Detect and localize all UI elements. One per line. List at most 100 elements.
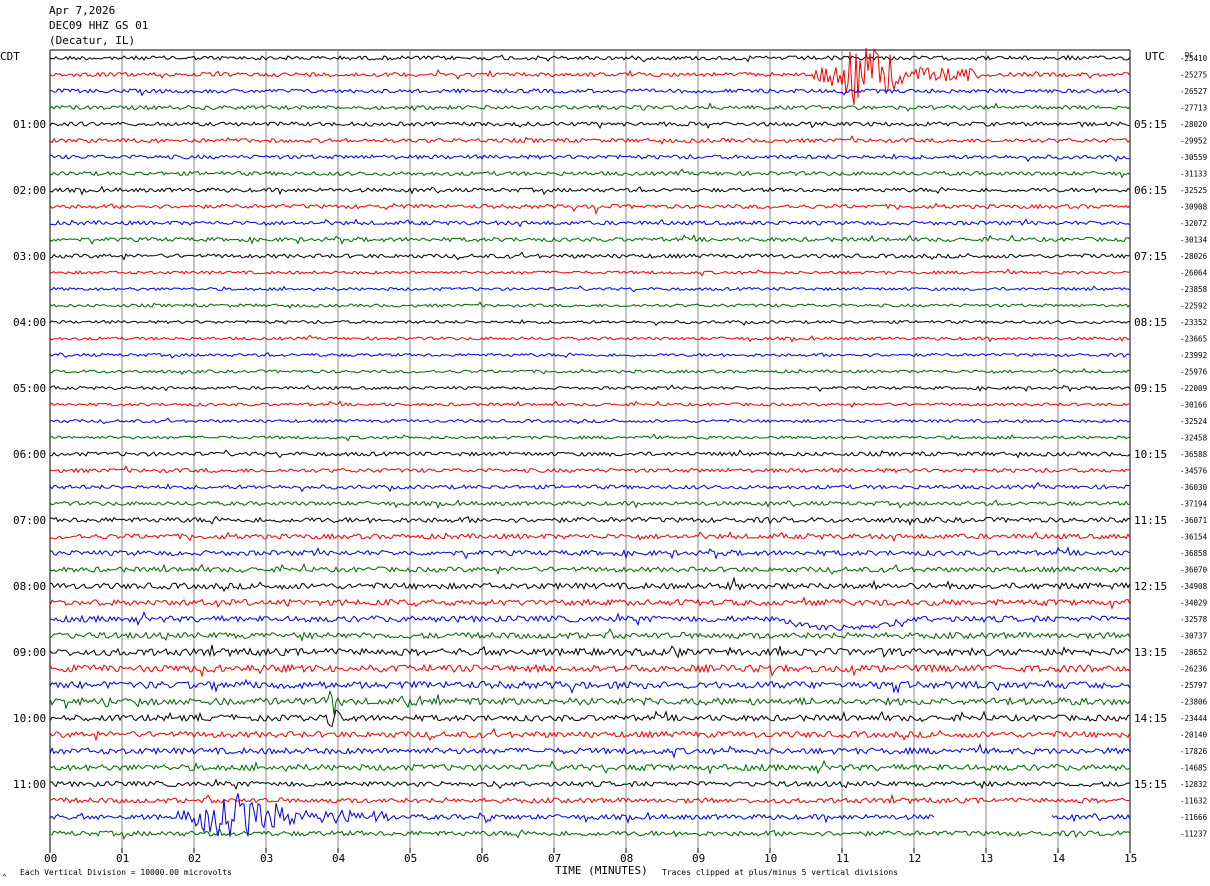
left-hour-label: 04:00	[13, 316, 46, 329]
row-offset-label: -11632	[1180, 797, 1207, 806]
row-offset-label: -25976	[1180, 368, 1208, 377]
x-tick-label: 03	[260, 852, 273, 865]
row-offset-label: -34908	[1180, 582, 1208, 591]
corner-mark: ^	[2, 873, 7, 882]
trace-row-38	[49, 678, 1131, 695]
row-offset-label: -25797	[1180, 681, 1207, 690]
row-offset-label: -28026	[1180, 252, 1208, 261]
row-offset-label: -28652	[1180, 648, 1207, 657]
row-offset-label: -23806	[1180, 698, 1208, 707]
trace-row-27	[49, 499, 1131, 510]
header-location: (Decatur, IL)	[49, 34, 136, 47]
row-offset-label: -36070	[1180, 566, 1208, 575]
row-offset-label: -32458	[1180, 434, 1208, 443]
row-offset-label: -27713	[1180, 104, 1207, 113]
trace-row-44	[49, 778, 1131, 791]
left-hour-label: 09:00	[13, 646, 46, 659]
trace-row-47	[49, 828, 1131, 840]
trace-row-12	[49, 251, 1131, 261]
row-offset-label: -22592	[1180, 302, 1207, 311]
right-hour-label: 11:15	[1134, 514, 1167, 527]
trace-row-26	[49, 481, 1131, 493]
right-hour-label: 07:15	[1134, 250, 1167, 263]
right-hour-label: 05:15	[1134, 118, 1167, 131]
trace-row-40	[49, 709, 1131, 727]
row-offset-label: -29952	[1180, 137, 1207, 146]
x-tick-label: 01	[116, 852, 129, 865]
trace-row-10	[49, 218, 1131, 228]
right-hour-label: 09:15	[1134, 382, 1167, 395]
trace-row-32	[49, 576, 1131, 593]
right-hour-label: 15:15	[1134, 778, 1167, 791]
trace-row-13	[49, 268, 1131, 277]
minute-grid	[49, 49, 1131, 853]
right-hour-label: 08:15	[1134, 316, 1167, 329]
x-tick-label: 05	[404, 852, 417, 865]
trace-row-2	[49, 88, 1131, 97]
right-timezone-label: UTC	[1145, 50, 1165, 63]
trace-row-41	[49, 727, 1131, 742]
row-offset-label: -11666	[1180, 813, 1208, 822]
left-hour-label: 10:00	[13, 712, 46, 725]
trace-row-0	[49, 54, 1131, 63]
left-hour-label: 11:00	[13, 778, 46, 791]
trace-row-23	[49, 433, 1131, 442]
row-offset-label: -30166	[1180, 401, 1208, 410]
row-offset-label: -26527	[1180, 87, 1207, 96]
row-offset-label: -30908	[1180, 203, 1208, 212]
left-hour-label: 08:00	[13, 580, 46, 593]
trace-row-45	[49, 793, 1131, 805]
trace-row-21	[49, 400, 1131, 409]
row-offset-label: -12832	[1180, 780, 1207, 789]
row-offset-label: -23858	[1180, 285, 1208, 294]
trace-row-8	[49, 185, 1131, 196]
trace-row-34	[49, 611, 1131, 631]
trace-row-18	[49, 352, 1131, 359]
header-date: Apr 7,2026	[49, 4, 116, 17]
trace-row-1	[49, 47, 1131, 105]
x-tick-label: 11	[836, 852, 849, 865]
trace-row-17	[49, 334, 1131, 343]
trace-row-28	[49, 515, 1131, 527]
row-offset-label: -23352	[1180, 318, 1207, 327]
scale-note: Each Vertical Division = 10000.00 microv…	[20, 868, 232, 877]
row-offset-label: -37194	[1180, 500, 1208, 509]
trace-row-37	[49, 663, 1131, 678]
row-offset-label: -36071	[1180, 516, 1207, 525]
row-offset-label: -25275	[1180, 71, 1207, 80]
left-hour-label: 05:00	[13, 382, 46, 395]
left-timezone-label: CDT	[0, 50, 20, 63]
row-offset-label: -31133	[1180, 170, 1207, 179]
trace-row-3	[49, 102, 1131, 112]
trace-row-14	[49, 285, 1131, 293]
row-offset-label: -32525	[1180, 186, 1207, 195]
trace-row-22	[49, 417, 1131, 425]
x-tick-label: 14	[1052, 852, 1066, 865]
row-offset-label: -25410	[1180, 54, 1208, 63]
trace-row-43	[49, 759, 1131, 775]
row-offset-label: -32072	[1180, 219, 1207, 228]
x-tick-label: 00	[44, 852, 57, 865]
trace-row-5	[49, 135, 1131, 146]
left-hour-label: 03:00	[13, 250, 46, 263]
left-hour-label: 07:00	[13, 514, 46, 527]
x-tick-label: 15	[1124, 852, 1137, 865]
trace-row-24	[50, 449, 1131, 459]
row-offset-label: -30134	[1180, 236, 1208, 245]
row-offset-label: -36030	[1180, 483, 1208, 492]
left-hour-label: 01:00	[13, 118, 46, 131]
trace-row-9	[49, 202, 1131, 216]
x-tick-label: 13	[980, 852, 993, 865]
row-offset-label: -28020	[1180, 120, 1208, 129]
trace-row-11	[49, 234, 1131, 246]
trace-row-25	[49, 465, 1131, 474]
left-hour-label: 02:00	[13, 184, 46, 197]
trace-row-39	[49, 689, 1131, 715]
row-offset-label: -34029	[1180, 599, 1207, 608]
row-offset-label: -36154	[1180, 533, 1208, 542]
row-offset-label: -36588	[1180, 450, 1208, 459]
right-hour-label: 10:15	[1134, 448, 1167, 461]
right-hour-label: 14:15	[1134, 712, 1167, 725]
right-hour-label: 12:15	[1134, 580, 1167, 593]
x-tick-label: 08	[620, 852, 633, 865]
